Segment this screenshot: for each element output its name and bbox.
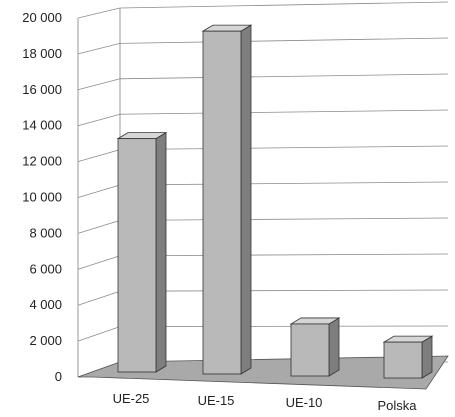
gridline [77, 73, 449, 91]
chart-floor [77, 355, 449, 390]
y-tick-label: 14 000 [22, 118, 62, 133]
y-tick-label: 8 000 [29, 225, 62, 240]
y-tick-label: 16 000 [22, 82, 62, 97]
gridline [77, 145, 449, 162]
y-tick-label: 2 000 [29, 333, 62, 348]
y-axis-tick-labels: 0 2 000 4 000 6 000 8 000 10 000 12 000 14 000 1… [22, 10, 62, 384]
x-axis-tick-labels: UE-25 UE-15 UE-10 Polska [113, 391, 418, 413]
gridline [77, 37, 449, 55]
gridlines [77, 1, 449, 378]
y-tick-label: 20 000 [22, 10, 62, 25]
gridline [77, 253, 449, 270]
y-tick-label: 4 000 [29, 297, 62, 312]
x-tick-label: UE-25 [113, 391, 150, 406]
gridline [77, 289, 449, 306]
x-tick-label: Polska [377, 398, 417, 413]
bars [116, 24, 434, 379]
gridline [77, 109, 449, 127]
bar-ue-25 [116, 131, 168, 373]
gridline [77, 181, 449, 198]
floor-plane [77, 355, 449, 390]
bar-ue-15 [201, 24, 253, 375]
gridline [77, 1, 449, 19]
y-tick-label: 10 000 [22, 190, 62, 205]
gridline [77, 217, 449, 234]
y-tick-label: 18 000 [22, 46, 62, 61]
y-tick-label: 6 000 [29, 261, 62, 276]
y-tick-label: 0 [55, 369, 62, 384]
x-tick-label: UE-10 [286, 395, 323, 410]
bar-polska [382, 335, 434, 379]
x-tick-label: UE-15 [198, 393, 235, 408]
y-tick-label: 12 000 [22, 154, 62, 169]
bar-ue-10 [289, 317, 341, 377]
gridline [77, 325, 449, 342]
